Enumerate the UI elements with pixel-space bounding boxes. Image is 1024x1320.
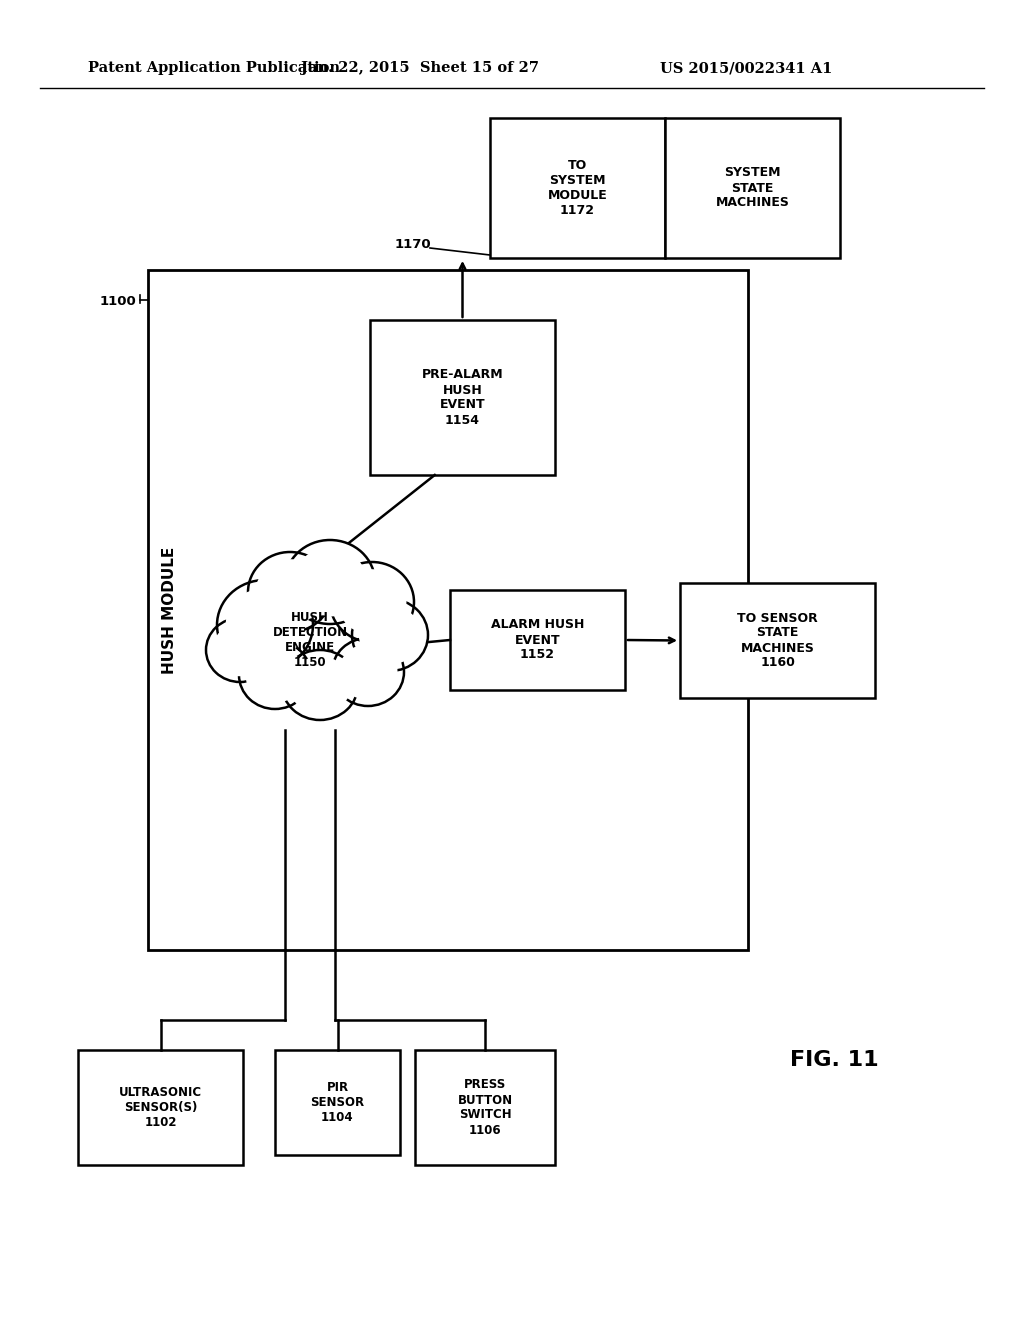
Text: Patent Application Publication: Patent Application Publication [88,61,340,75]
Bar [665,117,840,257]
Ellipse shape [332,638,404,706]
Ellipse shape [256,560,325,624]
Ellipse shape [339,644,397,700]
Ellipse shape [248,552,332,632]
Bar [370,319,555,475]
Ellipse shape [217,579,313,671]
Text: HUSH MODULE: HUSH MODULE [163,546,177,673]
Ellipse shape [246,647,304,702]
Ellipse shape [225,589,304,661]
Bar [78,1049,243,1166]
Ellipse shape [212,624,268,676]
Ellipse shape [289,656,351,714]
Text: HUSH
DETECTION
ENGINE
1150: HUSH DETECTION ENGINE 1150 [272,611,347,669]
Ellipse shape [338,569,407,635]
Text: TO
SYSTEM
MODULE
1172: TO SYSTEM MODULE 1172 [548,158,607,216]
Text: US 2015/0022341 A1: US 2015/0022341 A1 [660,61,833,75]
Bar [450,590,625,690]
Text: 1170: 1170 [395,238,432,251]
Ellipse shape [239,642,311,709]
Bar [275,1049,400,1155]
Bar [148,271,748,950]
Ellipse shape [352,599,428,671]
Bar [415,1049,555,1166]
Ellipse shape [206,618,274,682]
Text: ALARM HUSH
EVENT
1152: ALARM HUSH EVENT 1152 [490,619,584,661]
Ellipse shape [358,606,421,664]
Text: TO SENSOR
STATE
MACHINES
1160: TO SENSOR STATE MACHINES 1160 [737,611,818,669]
Bar [680,583,874,698]
Text: PRESS
BUTTON
SWITCH
1106: PRESS BUTTON SWITCH 1106 [458,1078,513,1137]
Text: SYSTEM
STATE
MACHINES: SYSTEM STATE MACHINES [716,166,790,210]
Text: ULTRASONIC
SENSOR(S)
1102: ULTRASONIC SENSOR(S) 1102 [119,1086,202,1129]
Bar [490,117,665,257]
Text: Jan. 22, 2015  Sheet 15 of 27: Jan. 22, 2015 Sheet 15 of 27 [301,61,539,75]
Ellipse shape [285,540,375,624]
Ellipse shape [293,548,367,616]
Ellipse shape [330,562,414,642]
Text: PIR
SENSOR
1104: PIR SENSOR 1104 [310,1081,365,1125]
Text: 1100: 1100 [100,294,137,308]
Text: FIG. 11: FIG. 11 [790,1049,879,1071]
Text: PRE-ALARM
HUSH
EVENT
1154: PRE-ALARM HUSH EVENT 1154 [422,368,504,426]
Ellipse shape [282,649,358,719]
